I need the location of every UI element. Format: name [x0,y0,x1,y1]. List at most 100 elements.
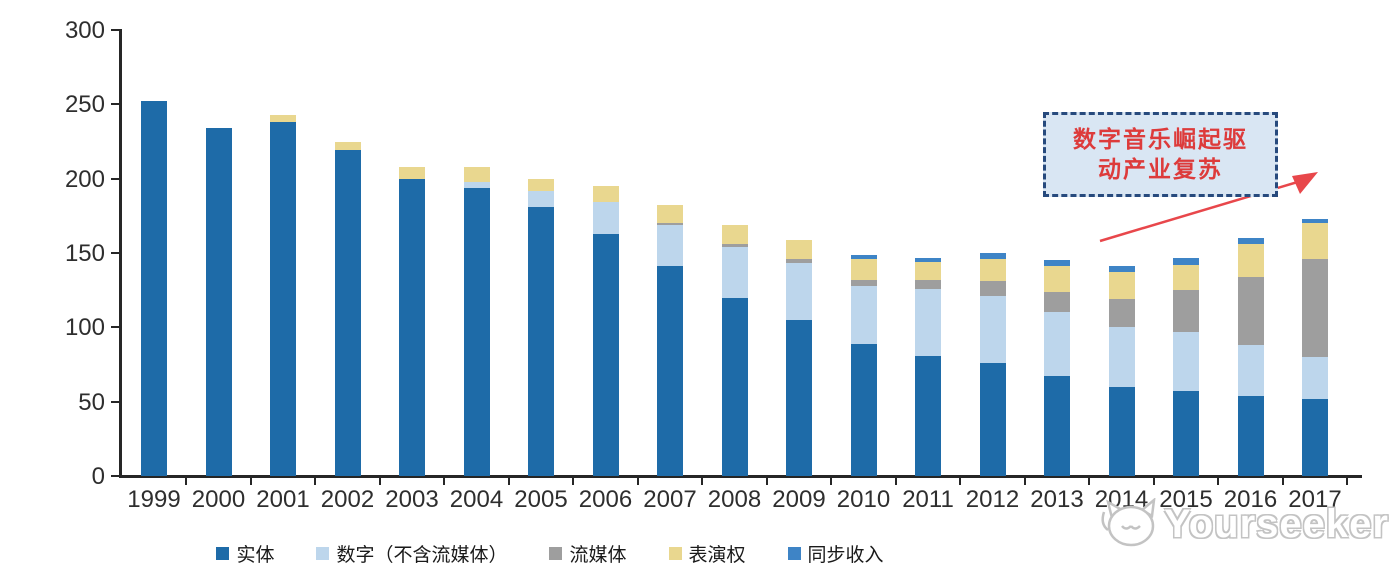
bar-segment-流媒体 [1108,299,1135,328]
x-tick-label: 2016 [1223,486,1278,513]
x-tick-mark [507,477,510,485]
bar-segment-流媒体 [1173,290,1199,332]
x-tick-mark [378,477,381,485]
bar-2015 [1173,257,1199,476]
x-tick-label: 2000 [191,486,246,513]
bar-segment-数字（不含流媒体） [1108,327,1135,387]
bar-segment-表演权 [528,178,554,191]
bar-segment-实体 [1173,391,1199,476]
bar-segment-数字（不含流媒体） [528,190,554,207]
bar-segment-流媒体 [657,223,683,225]
bar-segment-数字（不含流媒体） [592,202,619,234]
bar-segment-实体 [141,101,167,476]
bar-segment-表演权 [1108,272,1135,300]
bar-segment-实体 [592,233,619,476]
bar-segment-数字（不含流媒体） [979,296,1006,364]
bar-segment-实体 [657,266,683,476]
y-tick-label: 250 [64,91,105,119]
bar-segment-实体 [786,319,812,476]
bar-segment-数字（不含流媒体） [1173,331,1199,392]
x-tick-mark [572,477,575,485]
bar-segment-流媒体 [786,258,812,264]
y-tick-label: 0 [91,463,105,490]
legend-label: 实体 [236,545,275,566]
bar-2002 [334,141,361,476]
bar-segment-实体 [1302,398,1328,476]
x-tick-label: 2002 [320,486,375,513]
bar-segment-表演权 [786,239,812,259]
bar-segment-表演权 [399,166,425,179]
bar-segment-同步收入 [1302,218,1328,224]
bar-segment-实体 [270,122,296,476]
bar-2000 [205,128,232,476]
x-tick-mark [894,477,897,485]
bar-segment-表演权 [1237,244,1264,277]
bar-segment-表演权 [270,114,296,123]
x-tick-label: 1999 [127,486,181,513]
bar-2001 [270,114,296,476]
bar-segment-数字（不含流媒体） [657,224,683,267]
y-tick-mark [111,103,120,106]
bar-segment-表演权 [463,166,490,182]
x-tick-label: 2010 [836,486,891,513]
legend-swatch-icon [787,547,801,560]
bar-segment-实体 [850,343,877,476]
x-tick-label: 2013 [1030,486,1084,513]
bar-2003 [399,166,425,476]
x-tick-label: 2017 [1288,486,1342,513]
bar-2010 [850,254,877,476]
bar-segment-同步收入 [979,253,1006,259]
x-tick-label: 2012 [965,486,1020,513]
bar-segment-实体 [721,297,748,476]
bar-segment-数字（不含流媒体） [1237,345,1264,396]
legend-item: 流媒体 [549,540,627,567]
y-axis-line [119,29,122,477]
bar-segment-同步收入 [1173,257,1199,265]
bar-segment-流媒体 [850,279,877,286]
bar-2017 [1302,218,1328,476]
y-tick-mark [111,326,120,329]
bar-2004 [463,166,490,476]
x-tick-mark [443,477,446,485]
bar-segment-流媒体 [979,281,1006,297]
y-tick-label: 50 [78,388,105,416]
bar-2012 [979,253,1006,476]
bar-2009 [786,239,812,476]
x-tick-label: 2007 [643,486,697,513]
legend-label: 表演权 [688,545,746,566]
bar-segment-表演权 [850,258,877,280]
bar-2013 [1044,260,1070,476]
x-tick-label: 2015 [1159,486,1213,513]
bar-segment-表演权 [334,141,361,151]
watermark: Yourseeker [1098,498,1389,550]
bar-segment-同步收入 [1108,266,1135,273]
annotation-text-line2: 动产业复苏 [1098,156,1223,182]
bar-2006 [592,186,619,476]
y-tick-label: 300 [64,17,105,44]
legend-item: 同步收入 [787,540,884,567]
bar-segment-表演权 [1173,264,1199,291]
bar-segment-实体 [1237,395,1264,476]
bar-segment-同步收入 [1044,260,1070,267]
x-tick-label: 2006 [578,486,633,513]
bar-2016 [1237,238,1264,476]
bar-2005 [528,178,554,476]
bar-segment-表演权 [915,261,941,280]
legend-label: 流媒体 [569,545,627,566]
bar-segment-表演权 [657,205,683,224]
bar-segment-表演权 [1044,266,1070,292]
x-tick-mark [314,477,317,485]
bar-2011 [915,257,941,476]
x-tick-mark [1152,477,1155,485]
x-tick-label: 2005 [514,486,568,513]
x-tick-mark [765,477,768,485]
bar-segment-实体 [528,206,554,476]
y-tick-mark [111,29,120,31]
bar-segment-实体 [205,128,232,476]
bar-segment-数字（不含流媒体） [915,288,941,356]
bar-segment-流媒体 [1302,258,1328,358]
x-tick-label: 2008 [707,486,762,513]
bar-2007 [657,205,683,476]
legend-swatch-icon [316,547,330,560]
